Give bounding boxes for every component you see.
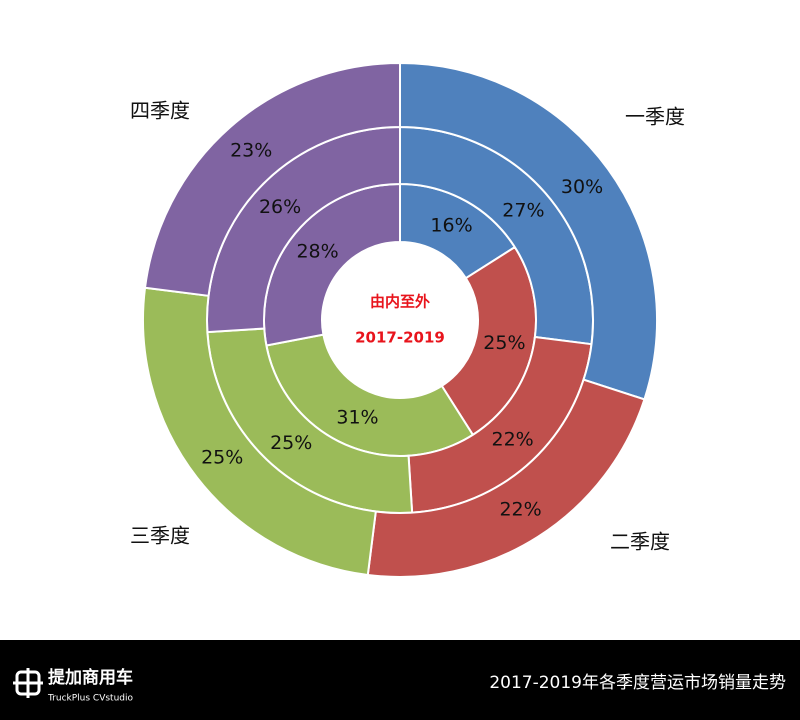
brand-name: 提加商用车	[48, 667, 133, 688]
category-label: 一季度	[625, 105, 685, 129]
center-annotation: 2017-2019	[355, 329, 445, 347]
brand-logo	[13, 668, 43, 698]
category-label: 二季度	[610, 530, 670, 554]
data-label: 25%	[270, 432, 312, 454]
donut-segment	[399, 61, 658, 401]
data-label: 23%	[230, 140, 272, 162]
data-label: 16%	[430, 215, 472, 237]
donut-segment	[143, 61, 401, 297]
data-label: 22%	[491, 428, 533, 450]
footer-caption: 2017-2019年各季度营运市场销量走势	[489, 673, 786, 693]
data-label: 31%	[336, 407, 378, 429]
center-annotation: 由内至外	[370, 293, 430, 311]
data-label: 26%	[259, 196, 301, 218]
data-label: 25%	[483, 332, 525, 354]
footer-bar	[0, 640, 800, 720]
data-label: 28%	[296, 240, 338, 262]
category-label: 四季度	[130, 99, 190, 123]
brand-subtitle: TruckPlus CVstudio	[47, 694, 133, 704]
category-label: 三季度	[130, 524, 190, 548]
data-label: 22%	[499, 498, 541, 520]
data-label: 25%	[201, 446, 243, 468]
data-label: 30%	[561, 176, 603, 198]
data-label: 27%	[502, 200, 544, 222]
